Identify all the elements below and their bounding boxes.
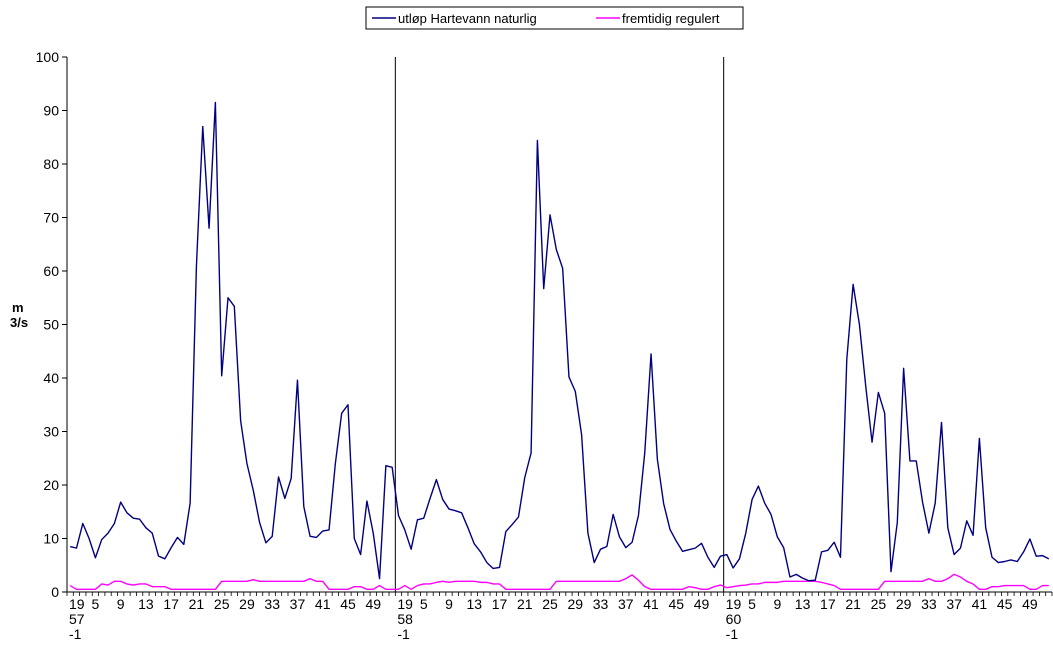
x-week-label: 33 bbox=[921, 596, 937, 612]
y-tick-label: 30 bbox=[43, 424, 59, 440]
x-week-label: 37 bbox=[290, 596, 306, 612]
series-line-naturlig bbox=[69, 101, 1050, 582]
y-tick-label: 60 bbox=[43, 263, 59, 279]
x-year-label-1957-line1: 19 bbox=[69, 596, 85, 612]
y-tick-label: 70 bbox=[43, 210, 59, 226]
y-tick-label: 90 bbox=[43, 103, 59, 119]
x-week-label: 41 bbox=[315, 596, 331, 612]
x-week-label: 29 bbox=[567, 596, 583, 612]
series-line-regulert bbox=[69, 573, 1049, 591]
y-tick-label: 20 bbox=[43, 477, 59, 493]
x-week-label: 9 bbox=[773, 596, 781, 612]
x-week-label: 45 bbox=[669, 596, 685, 612]
x-week-label: 9 bbox=[445, 596, 453, 612]
x-week-label: 25 bbox=[214, 596, 230, 612]
year-dividers bbox=[394, 57, 725, 592]
y-axis: 0 10 20 30 40 50 60 70 80 90 100 bbox=[36, 49, 68, 600]
x-week-label: 49 bbox=[1022, 596, 1038, 612]
x-week-label: 25 bbox=[871, 596, 887, 612]
series-layer bbox=[69, 101, 1050, 591]
x-week-label: 13 bbox=[466, 596, 482, 612]
x-week-label: 41 bbox=[643, 596, 659, 612]
legend: utløp Hartevann naturlig fremtidig regul… bbox=[365, 6, 744, 30]
y-axis-label-line1: m bbox=[12, 300, 24, 315]
y-tick-label: 50 bbox=[43, 317, 59, 333]
x-week-label: 33 bbox=[264, 596, 280, 612]
y-tick-label: 40 bbox=[43, 370, 59, 386]
x-week-label: 9 bbox=[117, 596, 125, 612]
x-week-label: 45 bbox=[997, 596, 1013, 612]
x-week-label: 21 bbox=[189, 596, 205, 612]
x-year-label-1958-line2: 58 bbox=[397, 611, 413, 627]
x-week-label: 29 bbox=[896, 596, 912, 612]
x-year-label-1958-line3: -1 bbox=[397, 626, 410, 642]
y-tick-label: 100 bbox=[36, 49, 60, 65]
x-year-label-1960-line2: 60 bbox=[726, 611, 742, 627]
x-week-label: 21 bbox=[845, 596, 861, 612]
x-week-label: 45 bbox=[340, 596, 356, 612]
y-tick-label: 10 bbox=[43, 531, 59, 547]
x-week-label: 49 bbox=[365, 596, 381, 612]
y-axis-label-line2: 3/s bbox=[10, 315, 28, 330]
x-year-label-1957-line3: -1 bbox=[69, 626, 82, 642]
x-week-label: 13 bbox=[795, 596, 811, 612]
x-week-label: 33 bbox=[593, 596, 609, 612]
x-week-label: 29 bbox=[239, 596, 255, 612]
legend-label-naturlig: utløp Hartevann naturlig bbox=[398, 11, 537, 26]
x-week-label: 25 bbox=[542, 596, 558, 612]
y-tick-label: 80 bbox=[43, 156, 59, 172]
x-year-label-1960-line3: -1 bbox=[726, 626, 739, 642]
legend-box bbox=[365, 6, 744, 30]
x-week-label: 17 bbox=[163, 596, 179, 612]
x-week-label: 5 bbox=[748, 596, 756, 612]
y-tick-label: 0 bbox=[51, 584, 59, 600]
x-week-label: 5 bbox=[420, 596, 428, 612]
x-week-label: 37 bbox=[618, 596, 634, 612]
legend-label-regulert: fremtidig regulert bbox=[622, 11, 720, 26]
x-week-label: 37 bbox=[946, 596, 962, 612]
x-week-label: 49 bbox=[694, 596, 710, 612]
x-week-label: 21 bbox=[517, 596, 533, 612]
x-year-label-1958-line1: 19 bbox=[397, 596, 413, 612]
x-week-label: 17 bbox=[820, 596, 836, 612]
x-year-label-1960-line1: 19 bbox=[726, 596, 742, 612]
x-week-label: 41 bbox=[972, 596, 988, 612]
x-week-label: 13 bbox=[138, 596, 154, 612]
x-week-label: 17 bbox=[492, 596, 508, 612]
x-week-label: 5 bbox=[92, 596, 100, 612]
x-year-label-1957-line2: 57 bbox=[69, 611, 85, 627]
